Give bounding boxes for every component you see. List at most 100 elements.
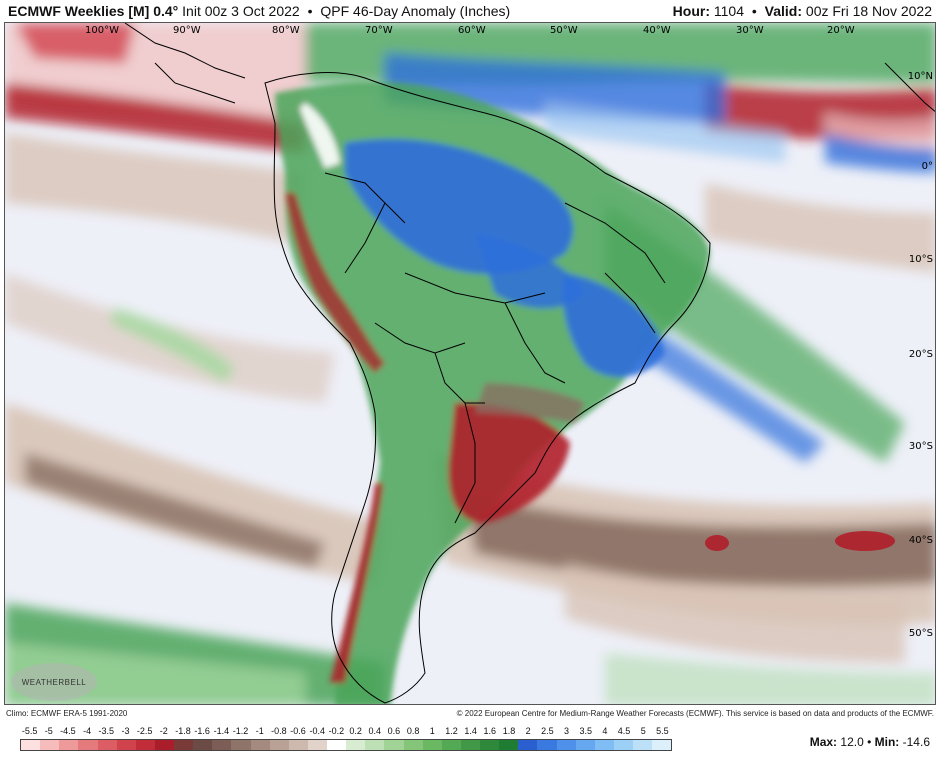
colorbar-swatch xyxy=(652,740,672,750)
max-min-readout: Max: 12.0 • Min: -14.6 xyxy=(810,735,930,749)
coastlines xyxy=(124,23,935,704)
colorbar-tick-label: 0.8 xyxy=(406,726,420,736)
latitude-label: 30°S xyxy=(908,441,933,452)
footer-credits: Climo: ECMWF ERA-5 1991-2020 © 2022 Euro… xyxy=(4,706,936,720)
colorbar-labels: -5.5 -5 -4.5 -4 -3.5 -3 -2.5 -2 -1.8 -1.6 -1.4 -1.2… xyxy=(20,726,672,738)
latitude-label: 20°S xyxy=(908,349,933,360)
colorbar-tick-label: -1.2 xyxy=(232,726,249,736)
colorbar-tick-label: -4 xyxy=(83,726,92,736)
longitude-label: 100°W xyxy=(85,25,119,36)
colorbar-tick-label: -3 xyxy=(121,726,130,736)
latitude-label: 10°N xyxy=(907,71,933,82)
colorbar-swatch xyxy=(403,740,423,750)
hour-label: Hour: xyxy=(672,3,710,19)
colorbar-tick-label: 3 xyxy=(564,726,570,736)
colorbar-swatch xyxy=(518,740,538,750)
colorbar-swatch xyxy=(537,740,557,750)
colorbar-swatch xyxy=(384,740,404,750)
min-value: -14.6 xyxy=(902,735,930,749)
colorbar-tick-label: -5.5 xyxy=(21,726,38,736)
colorbar-tick-label: 1 xyxy=(429,726,435,736)
colorbar-tick-label: 1.4 xyxy=(464,726,477,736)
colorbar-swatch xyxy=(480,740,500,750)
colorbar-tick-label: -1 xyxy=(255,726,264,736)
colorbar-tick-label: 5.5 xyxy=(656,726,669,736)
header-bar: ECMWF Weeklies [M] 0.4° Init 00z 3 Oct 2… xyxy=(0,0,940,22)
colorbar-swatch xyxy=(116,740,136,750)
colorbar-tick-label: 1.6 xyxy=(483,726,497,736)
anomaly-cell xyxy=(705,535,729,551)
colorbar-tick-label: -3.5 xyxy=(98,726,115,736)
colorbar-swatch xyxy=(40,740,60,750)
longitude-label: 40°W xyxy=(643,25,671,36)
weatherbell-logo: WEATHERBELL xyxy=(11,663,97,701)
colorbar-swatch xyxy=(633,740,653,750)
colorbar-swatch xyxy=(174,740,194,750)
longitude-label: 60°W xyxy=(458,25,486,36)
colorbar-tick-label: -1.4 xyxy=(213,726,230,736)
latitude-label: 0° xyxy=(921,161,933,172)
colorbar-swatch xyxy=(231,740,251,750)
colorbar-tick-label: 1.2 xyxy=(445,726,458,736)
colorbar-swatch xyxy=(307,740,327,750)
colorbar-swatch xyxy=(556,740,576,750)
colorbar-swatch xyxy=(365,740,385,750)
bullet-separator: • xyxy=(867,735,872,749)
latitude-label: 10°S xyxy=(908,254,933,265)
colorbar-tick-label: 4.5 xyxy=(617,726,631,736)
colorbar-tick-label: -0.6 xyxy=(290,726,306,736)
colorbar-swatch xyxy=(135,740,155,750)
colorbar-swatch xyxy=(288,740,308,750)
colorbar-tick-label: 4 xyxy=(602,726,608,736)
colorbar-swatch xyxy=(212,740,232,750)
model-title: ECMWF Weeklies [M] 0.4° xyxy=(8,3,179,19)
continent-field xyxy=(275,81,710,704)
longitude-label: 70°W xyxy=(365,25,393,36)
colorbar-swatch xyxy=(327,740,347,750)
colorbar-tick-label: -2.5 xyxy=(136,726,153,736)
colorbar-swatch xyxy=(250,740,270,750)
colorbar-tick-label: -0.4 xyxy=(309,726,325,736)
anomaly-cell xyxy=(835,531,895,551)
bullet-separator: • xyxy=(751,3,757,19)
max-value: 12.0 xyxy=(840,735,864,749)
colorbar-tick-label: 2.5 xyxy=(541,726,554,736)
colorbar-swatch xyxy=(59,740,79,750)
colorbar-swatch xyxy=(460,740,480,750)
longitude-label: 30°W xyxy=(736,25,764,36)
anomaly-field xyxy=(5,23,935,704)
longitude-label: 50°W xyxy=(550,25,578,36)
longitude-label: 80°W xyxy=(272,25,300,36)
colorbar-tick-label: -1.8 xyxy=(175,726,191,736)
colorbar-tick-label: -0.2 xyxy=(328,726,345,736)
colorbar-swatch xyxy=(346,740,366,750)
colorbar-swatch xyxy=(422,740,442,750)
valid-value: 00z Fri 18 Nov 2022 xyxy=(805,3,932,19)
climo-note: Climo: ECMWF ERA-5 1991-2020 xyxy=(6,709,128,718)
max-label: Max: xyxy=(809,735,838,749)
bullet-separator: • xyxy=(307,3,313,19)
colorbar-tick-label: 3.5 xyxy=(579,726,592,736)
min-label: Min: xyxy=(874,735,900,749)
colorbar-tick-label: 0.2 xyxy=(349,726,362,736)
colorbar-swatch xyxy=(575,740,595,750)
colorbar-swatch xyxy=(78,740,98,750)
colorbar-swatch xyxy=(97,740,117,750)
colorbar-tick-label: 2 xyxy=(525,726,531,736)
colorbar-swatch xyxy=(594,740,614,750)
latitude-label: 50°S xyxy=(908,628,933,639)
colorbar-swatch xyxy=(21,740,41,750)
colorbar-swatch xyxy=(613,740,633,750)
product-name: QPF 46-Day Anomaly (Inches) xyxy=(320,3,511,19)
map-canvas xyxy=(5,23,935,704)
longitude-label: 20°W xyxy=(827,25,855,36)
colorbar-tick-label: 5 xyxy=(640,726,646,736)
colorbar-tick-label: -4.5 xyxy=(60,726,76,736)
latitude-label: 40°S xyxy=(908,535,933,546)
init-time: Init 00z 3 Oct 2022 xyxy=(182,3,300,19)
colorbar xyxy=(20,739,672,751)
colorbar-tick-label: 1.8 xyxy=(502,726,516,736)
longitude-label: 90°W xyxy=(173,25,201,36)
copyright-note: © 2022 European Centre for Medium-Range … xyxy=(456,709,934,718)
